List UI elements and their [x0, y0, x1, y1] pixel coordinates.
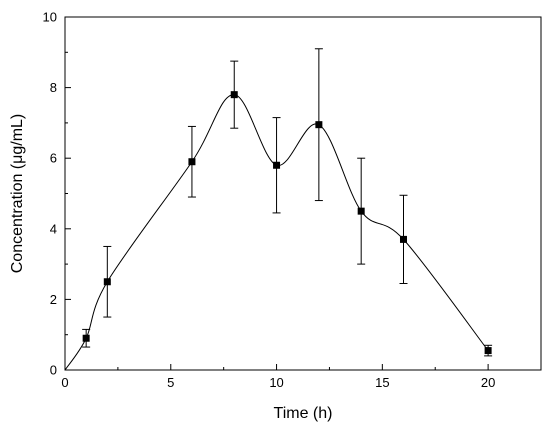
data-point-marker: [484, 347, 492, 355]
x-axis-ticks: 0 5 10 15 20: [61, 364, 495, 390]
error-bars: [82, 48, 493, 357]
y-axis-ticks: 0 2 4 6 8 10: [43, 10, 71, 378]
y-tick-label: 10: [43, 10, 57, 25]
data-point-marker: [399, 235, 407, 243]
y-tick-label: 0: [50, 363, 57, 378]
data-point-marker: [273, 161, 281, 169]
x-tick-label: 5: [167, 375, 174, 390]
x-axis-label: Time (h): [274, 405, 333, 422]
data-markers: [82, 91, 492, 355]
y-tick-label: 6: [50, 151, 57, 166]
x-tick-label: 15: [375, 375, 389, 390]
data-point-marker: [188, 158, 196, 166]
x-tick-label: 10: [269, 375, 283, 390]
plot-area: [64, 16, 542, 371]
plot-frame: [64, 16, 542, 371]
data-point-marker: [103, 278, 111, 286]
data-point-marker: [82, 334, 90, 342]
y-tick-label: 2: [50, 292, 57, 307]
data-point-marker: [357, 207, 365, 215]
x-tick-label: 0: [61, 375, 68, 390]
y-tick-label: 8: [50, 80, 57, 95]
y-axis-label: Concentration (μg/mL): [9, 114, 26, 274]
x-tick-label: 20: [481, 375, 495, 390]
series-curve: [64, 94, 489, 371]
data-point-marker: [315, 121, 323, 129]
y-tick-label: 4: [50, 221, 57, 236]
data-point-marker: [230, 91, 238, 99]
